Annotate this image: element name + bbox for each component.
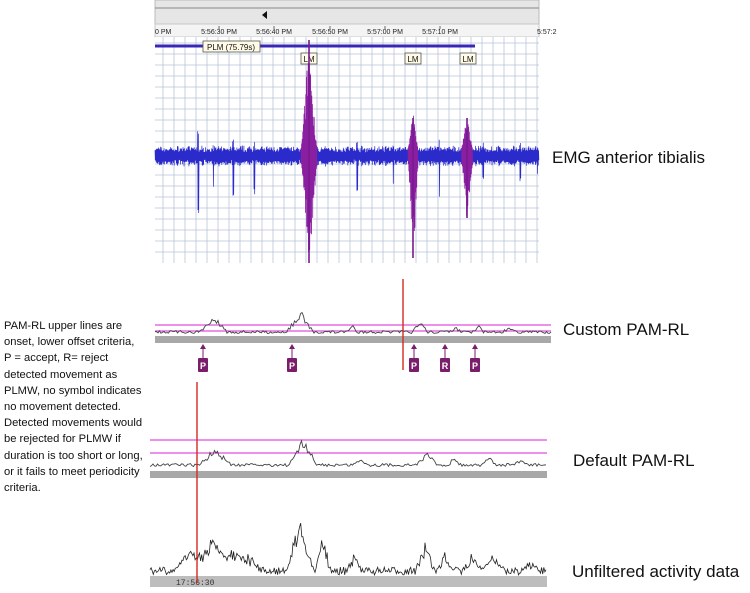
x-tick-label: 5:56:30 PM	[201, 29, 237, 36]
x-tick-label: 5:56:40 PM	[256, 29, 292, 36]
plm-label-box	[202, 40, 261, 53]
default-pamrl-signal	[149, 439, 547, 468]
up-arrow-icon	[472, 344, 478, 349]
emg-bursts	[300, 40, 473, 263]
up-arrow-icon	[289, 344, 295, 349]
lm-label: LM	[407, 55, 418, 64]
plm-label: PLM (75.79s)	[207, 43, 255, 52]
marker-label: P	[289, 361, 295, 371]
unfiltered-panel: 17:56:30	[149, 522, 547, 588]
custom-pamrl-caption: Custom PAM-RL	[563, 320, 690, 339]
lm-label-box	[404, 52, 422, 65]
marker-box	[409, 358, 419, 372]
marker-label: R	[442, 361, 449, 371]
default-baseline-bar	[150, 471, 547, 478]
up-arrow-icon	[200, 344, 206, 349]
x-tick-label: 5:56:50 PM	[312, 29, 348, 36]
marker-label: P	[472, 361, 478, 371]
emg-toolbar	[154, 0, 540, 25]
x-tick-labels: 5:56:30 PM 5:56:40 PM 5:56:50 PM 5:57:00 PM…	[201, 26, 458, 36]
x-tick-label: 5:57:00 PM	[367, 29, 403, 36]
custom-baseline-bar	[155, 336, 551, 343]
annotation-text: PAM-RL upper lines are onset, lower offs…	[4, 320, 143, 495]
unfiltered-time-bar	[150, 576, 547, 587]
scroll-left-arrow-icon[interactable]	[262, 11, 267, 19]
marker-box	[198, 358, 208, 372]
default-pamrl-caption: Default PAM-RL	[573, 451, 695, 470]
custom-pamrl-signal	[154, 311, 552, 335]
marker-box	[470, 358, 480, 372]
unfiltered-caption: Unfiltered activity data	[572, 562, 740, 581]
up-arrow-icon	[442, 344, 448, 349]
lm-label-box	[459, 52, 477, 65]
x-tick-label: 5:57:10 PM	[422, 29, 458, 36]
x-tick-partial-left: 0 PM	[155, 29, 172, 36]
marker-label: P	[411, 361, 417, 371]
default-pamrl-panel	[149, 439, 547, 478]
x-tick-partial-right: 5:57:2	[537, 29, 557, 36]
marker-label: P	[200, 361, 206, 371]
unfiltered-time-label: 17:56:30	[176, 579, 215, 588]
emg-panel: 0 PM 5:56:30 PM 5:56:40 PM 5:56:50 PM 5:57:…	[154, 0, 557, 263]
lm-label: LM	[462, 55, 473, 64]
marker-box	[440, 358, 450, 372]
unfiltered-signal	[149, 522, 547, 577]
marker-box	[287, 358, 297, 372]
up-arrow-icon	[411, 344, 417, 349]
emg-caption: EMG anterior tibialis	[552, 148, 706, 167]
emg-signal	[154, 131, 540, 214]
